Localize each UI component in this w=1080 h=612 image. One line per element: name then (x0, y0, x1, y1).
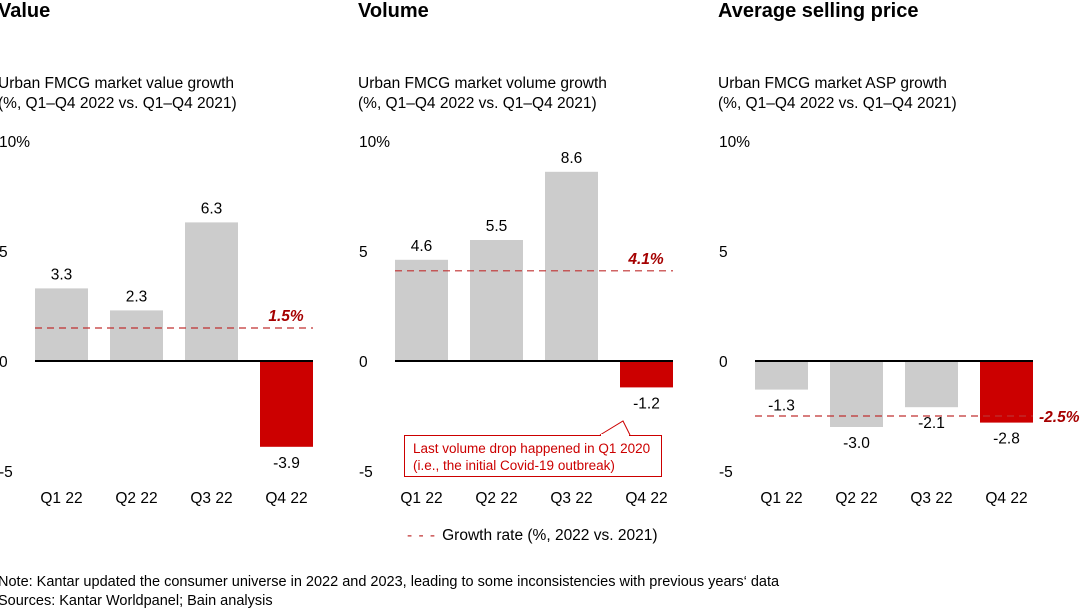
y-tick-label: -5 (359, 464, 373, 481)
bar-value-label: -3.9 (273, 455, 300, 472)
x-tick-label: Q1 22 (400, 490, 442, 507)
panel-subtitle-value: Urban FMCG market value growth (%, Q1–Q4 … (0, 74, 237, 114)
growth-rate-label: -2.5% (1039, 409, 1080, 426)
x-tick-label: Q1 22 (40, 490, 82, 507)
y-tick-label: 0 (0, 354, 8, 371)
callout-line: Last volume drop happened in Q1 2020 (413, 441, 651, 456)
y-tick-label: 5 (0, 244, 8, 261)
sources: Sources: Kantar Worldpanel; Bain analysi… (0, 593, 273, 609)
y-tick-label: 5 (719, 244, 728, 261)
y-tick-label: 10% (359, 134, 390, 151)
callout-line: (i.e., the initial Covid-19 outbreak) (413, 458, 615, 473)
panel-title-value: Value (0, 0, 51, 22)
x-tick-label: Q2 22 (835, 490, 877, 507)
subtitle-line: Urban FMCG market ASP growth (718, 75, 947, 92)
note: Note: Kantar updated the consumer univer… (0, 574, 780, 590)
legend: - - - Growth rate (%, 2022 vs. 2021) (407, 527, 658, 545)
x-tick-label: Q3 22 (190, 490, 232, 507)
bar (260, 361, 313, 447)
bar (395, 259, 448, 361)
panel-subtitle-volume: Urban FMCG market volume growth (%, Q1–Q4… (358, 74, 607, 114)
bar-value-label: 6.3 (201, 200, 223, 217)
y-tick-label: 10% (719, 134, 750, 151)
panel-title-volume: Volume (358, 0, 429, 22)
bar-value-label: -2.8 (993, 431, 1020, 448)
bar (620, 361, 673, 388)
bar-value-label: 4.6 (411, 238, 433, 255)
y-tick-label: 0 (359, 354, 368, 371)
x-tick-label: Q4 22 (265, 490, 307, 507)
bar (110, 310, 163, 361)
x-tick-label: Q3 22 (550, 490, 592, 507)
y-tick-label: 0 (719, 354, 728, 371)
x-tick-label: Q1 22 (760, 490, 802, 507)
bar (980, 361, 1033, 423)
x-tick-label: Q2 22 (475, 490, 517, 507)
bar-value-label: 3.3 (51, 266, 73, 283)
x-tick-label: Q2 22 (115, 490, 157, 507)
y-tick-label: 10% (0, 134, 30, 151)
subtitle-line: (%, Q1–Q4 2022 vs. Q1–Q4 2021) (718, 95, 957, 112)
subtitle-line: (%, Q1–Q4 2022 vs. Q1–Q4 2021) (0, 95, 237, 112)
growth-rate-label: 1.5% (268, 308, 304, 325)
x-tick-label: Q4 22 (625, 490, 667, 507)
bar-value-label: -3.0 (843, 435, 870, 452)
y-tick-label: -5 (719, 464, 733, 481)
bar-value-label: 8.6 (561, 150, 583, 167)
bar (35, 288, 88, 361)
bar-value-label: -1.3 (768, 398, 795, 415)
bar (755, 361, 808, 390)
legend-dash-icon: - - - (407, 527, 437, 544)
panel-title-asp: Average selling price (718, 0, 919, 22)
y-tick-label: 5 (359, 244, 368, 261)
bar (185, 222, 238, 361)
subtitle-line: Urban FMCG market value growth (0, 75, 235, 92)
bar-value-label: -1.2 (633, 395, 660, 412)
callout-box: Last volume drop happened in Q1 2020 (i.… (404, 435, 662, 477)
bar (470, 240, 523, 361)
legend-label: Growth rate (%, 2022 vs. 2021) (442, 527, 658, 544)
bar (545, 171, 598, 361)
x-tick-label: Q3 22 (910, 490, 952, 507)
bar-value-label: 2.3 (126, 288, 148, 305)
x-tick-label: Q4 22 (985, 490, 1027, 507)
bar-value-label: -2.1 (918, 415, 945, 432)
subtitle-line: (%, Q1–Q4 2022 vs. Q1–Q4 2021) (358, 95, 597, 112)
bar (905, 361, 958, 408)
growth-rate-label: 4.1% (627, 251, 664, 268)
y-tick-label: -5 (0, 464, 13, 481)
panel-subtitle-asp: Urban FMCG market ASP growth (%, Q1–Q4 20… (718, 74, 957, 114)
bar (830, 361, 883, 427)
subtitle-line: Urban FMCG market volume growth (358, 75, 607, 92)
bar-value-label: 5.5 (486, 218, 508, 235)
